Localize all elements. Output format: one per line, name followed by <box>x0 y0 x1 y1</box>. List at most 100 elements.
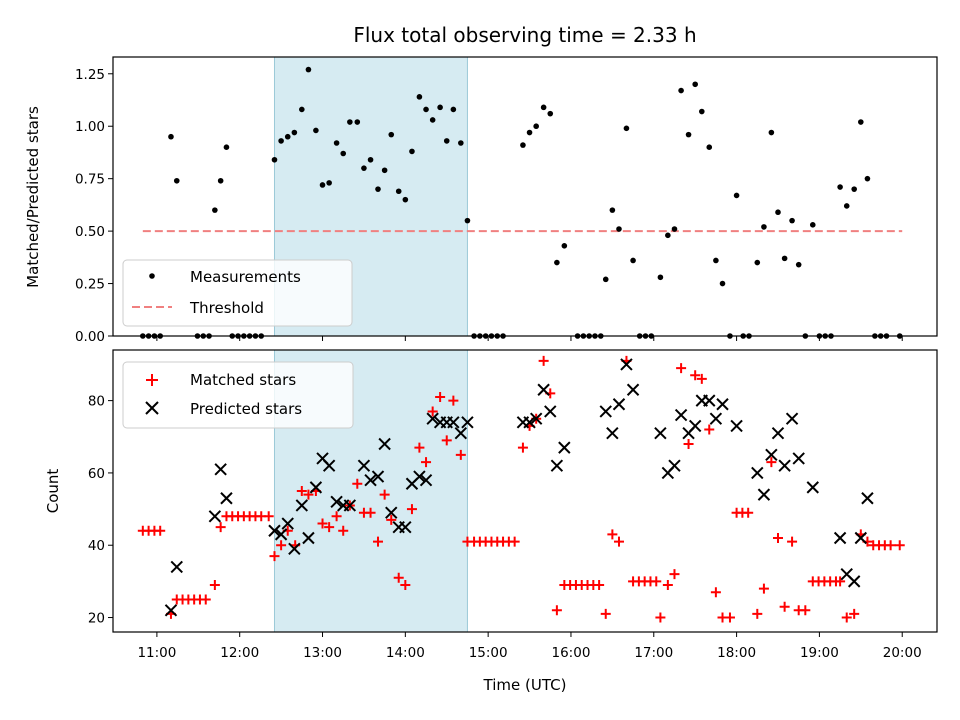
predicted-star-point <box>378 437 391 451</box>
matched-star-point <box>209 580 220 590</box>
measurement-point <box>602 276 609 283</box>
measurement-point <box>402 196 409 203</box>
matched-star-point <box>324 522 335 533</box>
predicted-star-point <box>268 524 281 537</box>
measurement-point <box>843 203 850 209</box>
predicted-star-point <box>626 383 640 396</box>
matched-star-point <box>676 363 687 374</box>
matched-star-point <box>772 533 783 543</box>
measurement-point <box>678 87 684 94</box>
measurement-point <box>278 138 284 144</box>
matched-star-point <box>269 551 280 562</box>
measurement-point <box>616 226 622 232</box>
predicted-star-point <box>599 405 612 418</box>
measurement-point <box>429 117 436 123</box>
bottom-y-tick-label: 60 <box>88 466 105 482</box>
predicted-star-point <box>164 604 178 617</box>
measurement-point <box>437 104 443 111</box>
measurement-point <box>443 138 450 144</box>
matched-star-point <box>894 540 905 551</box>
matched-star-point <box>296 486 307 496</box>
measurement-point <box>217 177 224 184</box>
matched-star-point <box>373 536 384 547</box>
measurement-point <box>685 131 692 138</box>
top-legend: Measurements Threshold <box>122 259 353 327</box>
bottom-y-tick-label: 80 <box>88 394 105 410</box>
predicted-star-point <box>447 416 460 429</box>
measurement-point <box>271 156 278 163</box>
measurement-point <box>761 224 767 230</box>
matched-star-point <box>662 580 673 590</box>
measurement-point <box>864 175 871 182</box>
predicted-star-point <box>854 531 868 545</box>
matched-star-point <box>800 605 811 616</box>
measurement-point <box>416 94 423 100</box>
matched-star-point <box>448 395 459 406</box>
measurement-point <box>789 217 795 224</box>
matched-legend-label: Matched stars <box>190 371 296 389</box>
predicted-star-point <box>730 419 743 433</box>
matched-star-point <box>594 580 605 590</box>
predicted-star-point <box>668 459 681 472</box>
measurement-point <box>706 144 713 151</box>
measurement-point <box>851 186 857 192</box>
measurement-point <box>291 129 298 136</box>
measurements-legend-label: Measurements <box>190 268 301 286</box>
predicted-star-point <box>295 499 309 512</box>
predicted-star-point <box>709 412 723 425</box>
measurement-point <box>623 125 630 132</box>
matched-star-point <box>263 511 274 522</box>
predicted-star-point <box>716 398 729 411</box>
measurement-points <box>140 66 903 339</box>
matched-star-point <box>414 442 425 453</box>
predicted-legend-label: Predicted stars <box>190 400 302 418</box>
predicted-star-point <box>302 531 315 545</box>
predicted-star-point <box>364 473 377 487</box>
predicted-star-point <box>757 488 771 501</box>
measurement-point <box>699 108 705 115</box>
matched-star-point <box>509 536 520 547</box>
measurement-point <box>754 259 761 266</box>
predicted-star-point <box>399 520 412 534</box>
measurement-point <box>781 255 788 262</box>
measurement-point <box>533 123 539 130</box>
measurement-point <box>450 106 457 113</box>
predicted-star-point <box>461 416 474 429</box>
matched-star-point <box>386 514 397 525</box>
measurement-point <box>375 186 381 192</box>
threshold-legend-label: Threshold <box>189 299 264 317</box>
predicted-star-point <box>771 426 785 440</box>
predicted-star-point <box>703 394 716 407</box>
matched-star-point <box>683 439 694 449</box>
predicted-star-point <box>322 459 336 472</box>
measurement-point <box>657 274 664 281</box>
measurement-point <box>464 217 471 224</box>
measurement-point <box>547 110 554 117</box>
matched-star-point <box>690 370 701 381</box>
measurement-point <box>692 81 698 88</box>
predicted-star-point <box>454 426 468 440</box>
measurement-point <box>284 133 291 140</box>
top-legend-box <box>122 259 353 327</box>
measurement-point <box>526 129 533 136</box>
measurement-point <box>367 156 374 163</box>
matched-legend-marker <box>146 374 158 386</box>
measurement-point <box>326 180 332 186</box>
matched-star-point <box>365 507 376 518</box>
measurement-point <box>858 119 864 125</box>
matched-star-point <box>607 529 618 540</box>
matched-star-point <box>752 608 763 619</box>
x-tick-label: 11:00 <box>137 645 176 661</box>
predicted-star-point <box>343 499 357 512</box>
x-axis-label: Time (UTC) <box>483 676 567 694</box>
x-tick-label: 12:00 <box>220 645 259 661</box>
predicted-star-point <box>208 510 222 523</box>
matched-star-point <box>885 540 896 551</box>
bottom-y-tick-label: 20 <box>88 611 105 627</box>
matched-star-point <box>710 587 721 598</box>
predicted-star-point <box>281 517 294 530</box>
matched-star-point <box>400 580 411 590</box>
predicted-star-point <box>612 398 626 411</box>
measurement-point <box>540 104 547 111</box>
